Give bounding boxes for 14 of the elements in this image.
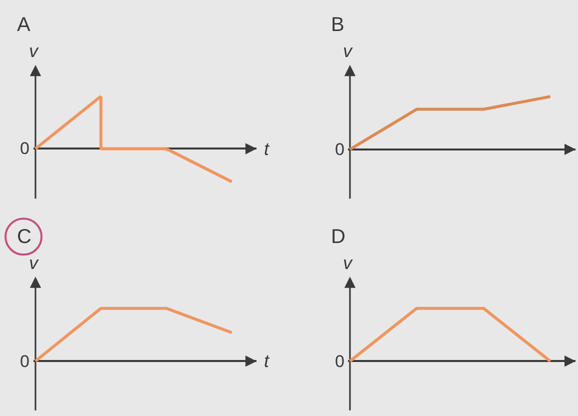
x-axis-title: t xyxy=(264,351,270,371)
chart-title: B xyxy=(331,14,344,36)
chart-title: A xyxy=(17,14,31,36)
x-axis-title: t xyxy=(264,139,270,159)
text: 0 xyxy=(335,352,344,371)
text: 0 xyxy=(20,352,30,371)
chart-title: D xyxy=(331,226,346,248)
y-axis-title: v xyxy=(29,253,39,273)
text: 0 xyxy=(20,139,30,158)
y-axis-title: v xyxy=(29,41,39,61)
y-axis-title: v xyxy=(343,253,353,273)
chart-title: C xyxy=(17,226,32,248)
text: 0 xyxy=(335,140,344,159)
y-axis-title: v xyxy=(343,41,353,61)
